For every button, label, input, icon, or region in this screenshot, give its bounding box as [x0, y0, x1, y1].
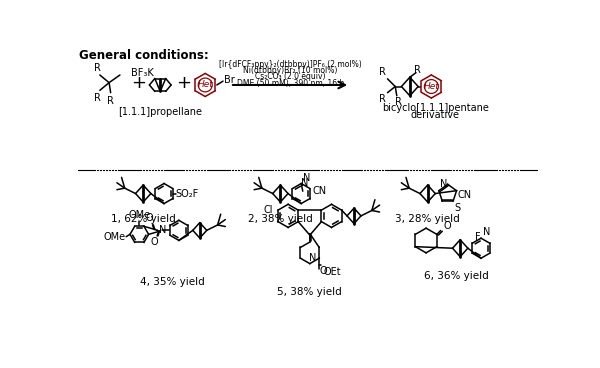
- Text: 2, 38% yield: 2, 38% yield: [248, 213, 313, 224]
- Text: Cs₂CO₃ (2.0 equiv): Cs₂CO₃ (2.0 equiv): [255, 72, 326, 81]
- Text: R: R: [107, 96, 114, 106]
- Text: Ni(dtbbpy)Br₂ (10 mol%): Ni(dtbbpy)Br₂ (10 mol%): [243, 66, 338, 75]
- Text: O: O: [146, 213, 153, 223]
- Text: DME (50 mM), 390 nm, 16 h: DME (50 mM), 390 nm, 16 h: [237, 79, 344, 88]
- Text: R: R: [413, 65, 421, 75]
- Text: R: R: [94, 93, 101, 103]
- Text: O: O: [320, 266, 328, 276]
- Text: O: O: [151, 237, 158, 247]
- Text: N: N: [309, 253, 316, 263]
- Text: Het: Het: [197, 81, 213, 89]
- Text: S: S: [454, 202, 460, 213]
- Text: 4, 35% yield: 4, 35% yield: [139, 277, 204, 287]
- Text: +: +: [131, 74, 146, 92]
- Text: OMe: OMe: [128, 210, 151, 220]
- Text: Cl: Cl: [263, 205, 272, 215]
- Text: derivative: derivative: [411, 110, 460, 120]
- Text: +: +: [176, 74, 191, 92]
- Text: 5, 38% yield: 5, 38% yield: [277, 287, 342, 297]
- Text: 3, 28% yield: 3, 28% yield: [395, 213, 460, 224]
- Text: N: N: [303, 173, 310, 183]
- Text: CN: CN: [313, 186, 327, 196]
- Text: OEt: OEt: [323, 267, 341, 277]
- Text: 1, 62% yield: 1, 62% yield: [111, 213, 176, 224]
- Text: R: R: [94, 63, 101, 72]
- Text: Br: Br: [224, 75, 235, 85]
- Text: [1.1.1]propellane: [1.1.1]propellane: [118, 106, 202, 117]
- Text: BF₃K: BF₃K: [131, 68, 154, 78]
- Text: [Ir{dFCF₃ppy}₂(dtbbpy)]PF₆ (2 mol%): [Ir{dFCF₃ppy}₂(dtbbpy)]PF₆ (2 mol%): [219, 60, 362, 68]
- Text: Het: Het: [424, 82, 439, 91]
- Text: R: R: [379, 94, 386, 104]
- Text: F: F: [475, 232, 480, 242]
- Text: N: N: [482, 227, 490, 237]
- Text: N: N: [301, 178, 308, 188]
- Text: OMe: OMe: [103, 233, 125, 243]
- Text: CN: CN: [458, 190, 472, 200]
- Text: N: N: [440, 179, 447, 189]
- Text: General conditions:: General conditions:: [79, 49, 209, 62]
- Text: N: N: [158, 225, 166, 236]
- Text: bicyclo[1.1.1]pentane: bicyclo[1.1.1]pentane: [382, 103, 488, 113]
- Text: SO₂F: SO₂F: [176, 188, 199, 199]
- Text: R: R: [379, 67, 386, 77]
- Text: 6, 36% yield: 6, 36% yield: [424, 271, 488, 281]
- Text: R: R: [395, 97, 402, 107]
- Text: O: O: [443, 221, 451, 231]
